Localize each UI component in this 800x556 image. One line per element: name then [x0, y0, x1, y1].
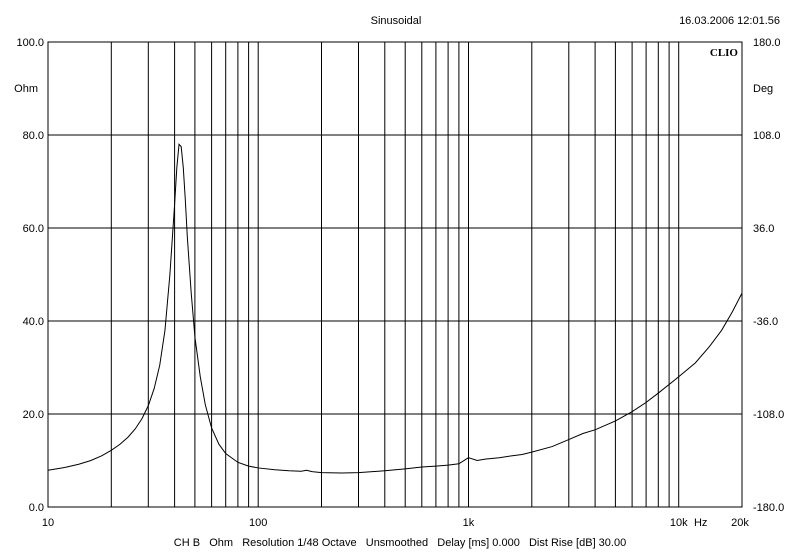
x-tick-label: 20k [731, 517, 749, 529]
y-right-tick-label: -108.0 [753, 409, 784, 421]
impedance-curve [47, 143, 743, 474]
y-right-unit-label: Deg [753, 83, 773, 95]
chart-grid [48, 42, 742, 507]
measurement-settings-line: CH B Ohm Resolution 1/48 Octave Unsmooth… [174, 537, 626, 549]
measurement-mode-label: Sinusoidal [371, 15, 422, 27]
y-left-tick-label: 80.0 [23, 130, 44, 142]
x-axis-unit-label: Hz [694, 517, 707, 529]
y-right-tick-label: 108.0 [753, 130, 781, 142]
y-left-tick-label: 100.0 [16, 37, 44, 49]
timestamp-label: 16.03.2006 12:01.56 [679, 15, 780, 27]
y-right-tick-label: -180.0 [753, 502, 784, 514]
axis-tick-labels: 0.0 20.0 40.0 60.0 80.0 100.0 -180.0 -108.0 -36.… [16, 37, 784, 529]
y-left-tick-label: 40.0 [23, 316, 44, 328]
x-tick-label: 100 [249, 517, 267, 529]
y-left-tick-label: 60.0 [23, 223, 44, 235]
x-tick-label: 10k [670, 517, 688, 529]
y-left-tick-label: 0.0 [29, 502, 44, 514]
plot-area-frame [47, 41, 743, 508]
y-left-unit-label: Ohm [14, 83, 38, 95]
y-left-tick-label: 20.0 [23, 409, 44, 421]
x-tick-label: 10 [42, 517, 54, 529]
y-right-tick-label: 36.0 [753, 223, 774, 235]
x-tick-label: 1k [463, 517, 475, 529]
y-right-tick-label: -36.0 [753, 316, 778, 328]
clio-logo: CLIO [710, 47, 739, 59]
y-right-tick-label: 180.0 [753, 37, 781, 49]
